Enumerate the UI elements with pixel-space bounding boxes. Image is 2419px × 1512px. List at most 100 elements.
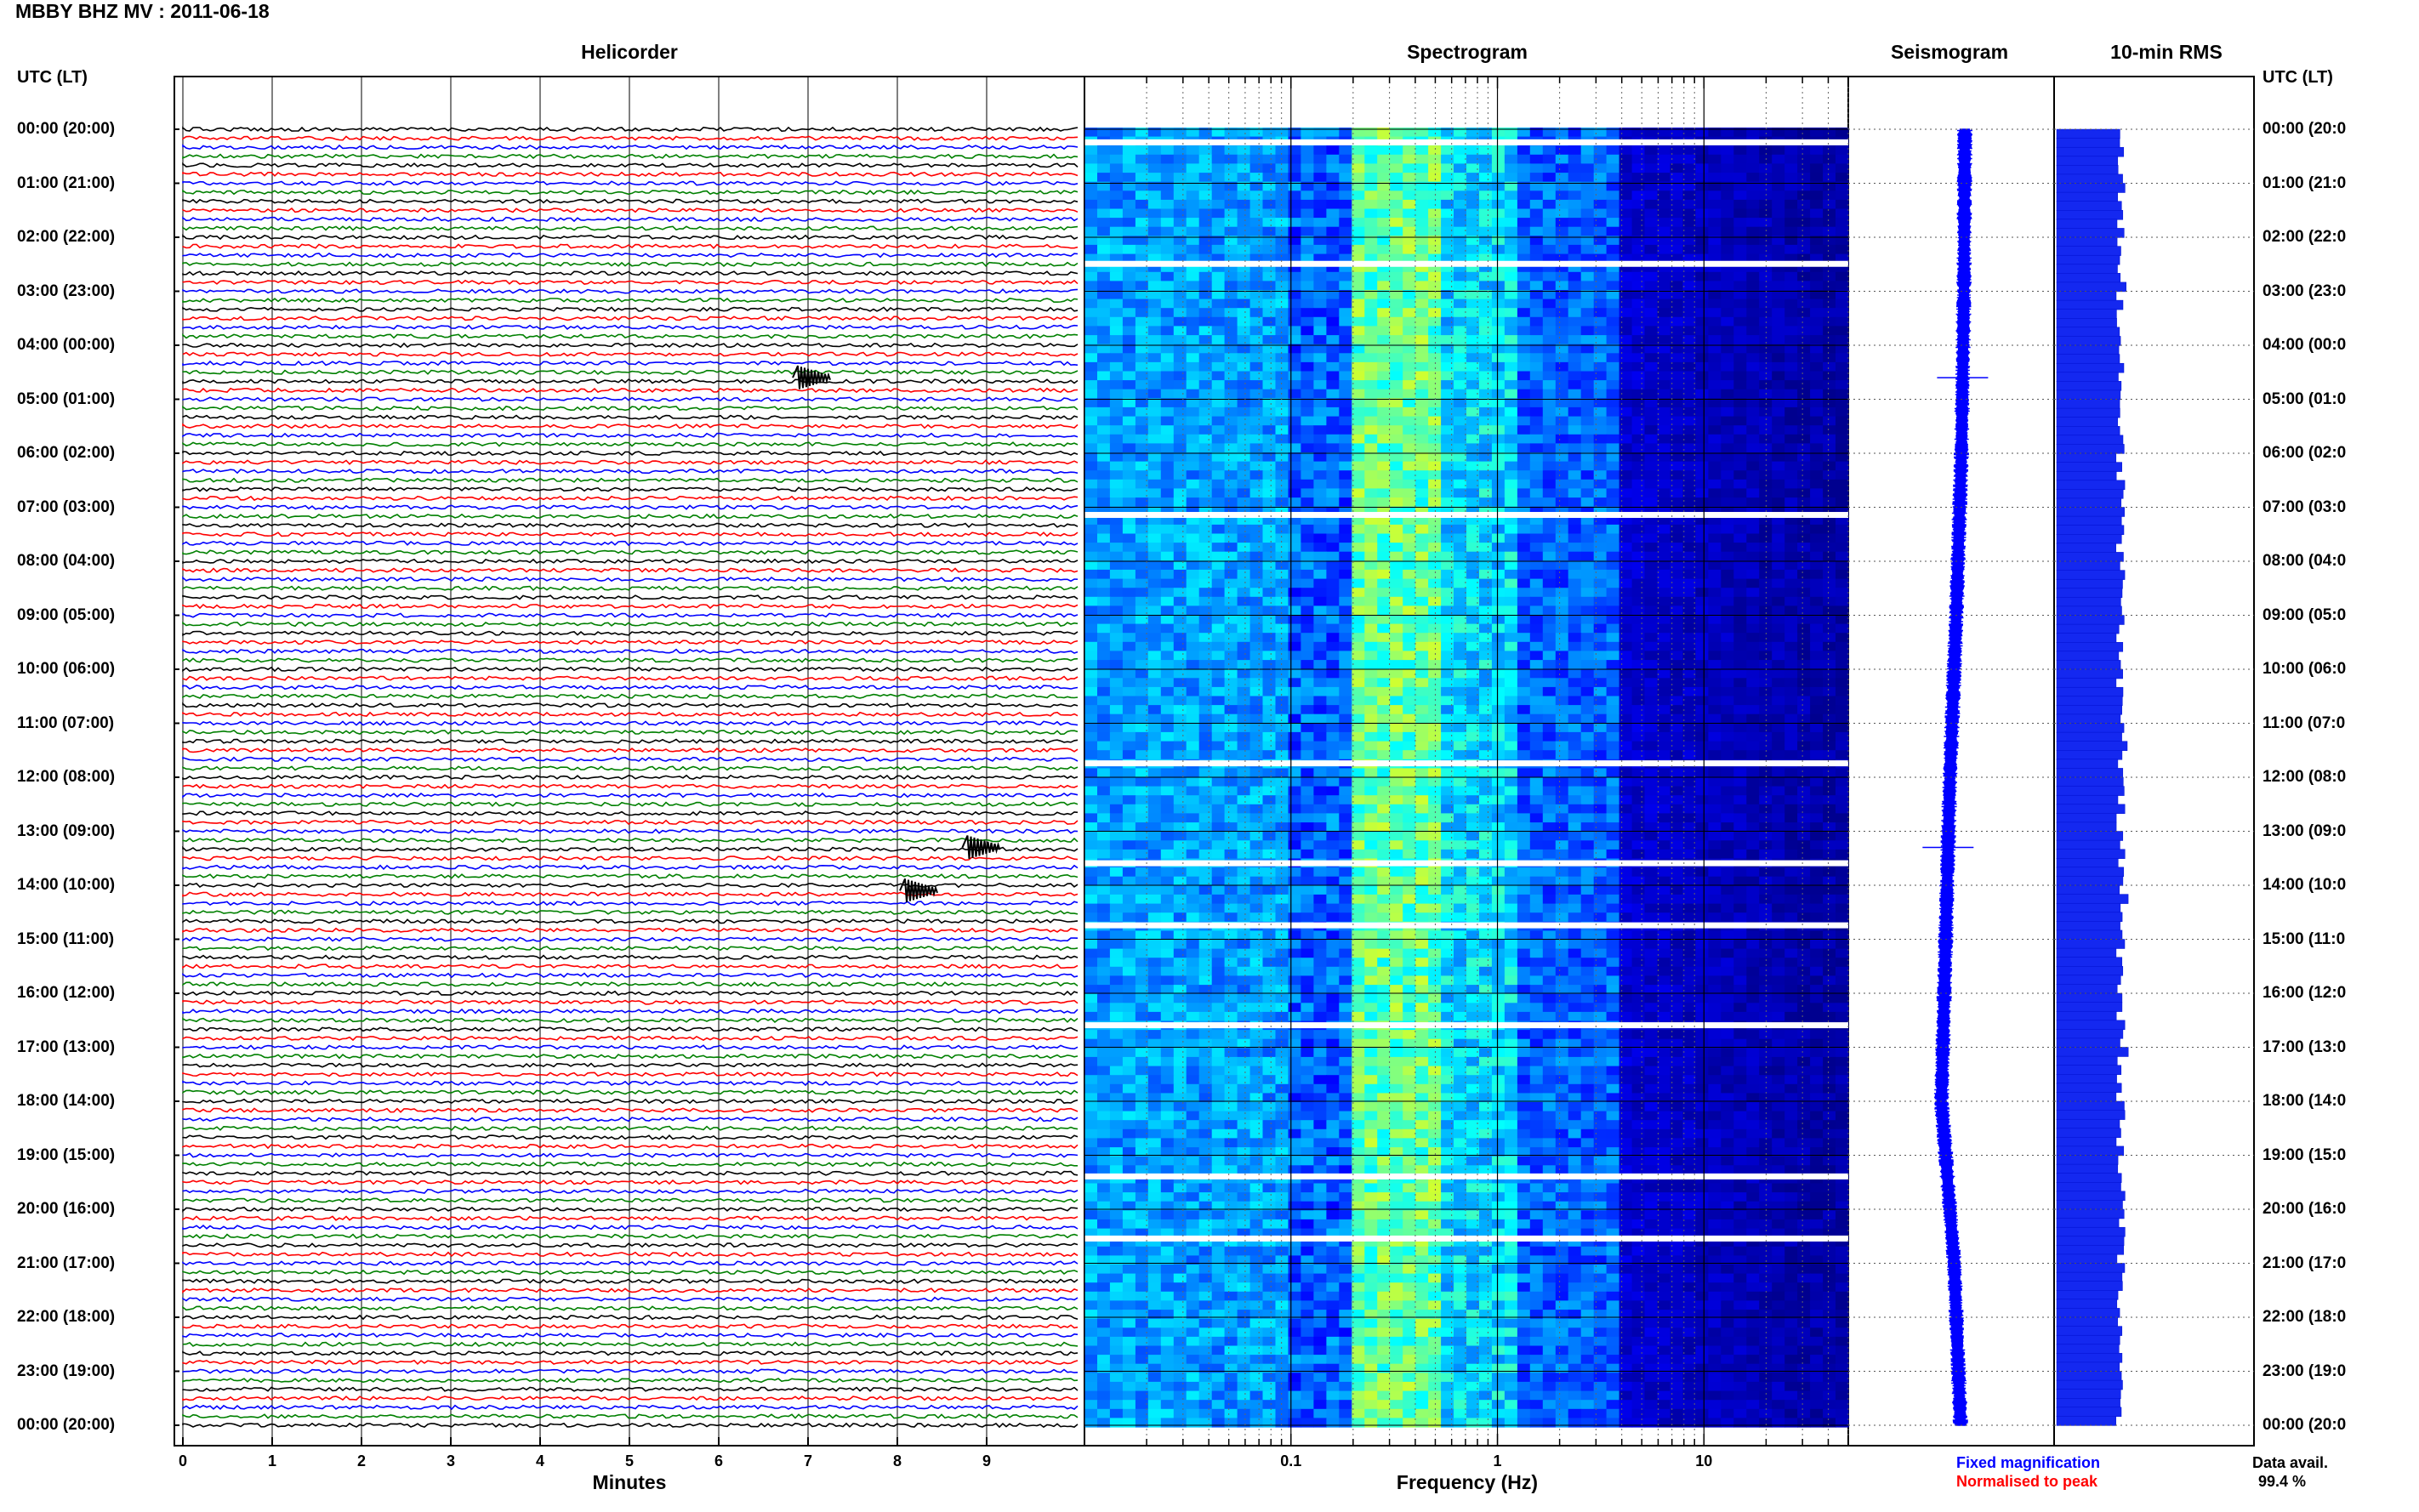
spectrogram-cell [1797,696,1811,706]
spectrogram-cell [1619,389,1633,399]
spectrogram-cell [1682,651,1696,661]
spectrogram-cell [1836,605,1849,616]
spectrogram-cell [1568,298,1582,309]
spectrogram-cell [1810,713,1824,724]
spectrogram-cell [1415,244,1429,255]
spectrogram-cell [1262,623,1277,634]
spectrogram-cell [1326,398,1340,408]
spectrogram-cell [1721,588,1734,598]
spectrogram-cell [1670,271,1684,281]
spectrogram-cell [1568,786,1582,796]
spectrogram-cell [1517,316,1531,327]
spectrogram-cell [1403,344,1416,354]
spectrogram-cell [1211,145,1226,156]
spectrogram-cell [1644,290,1659,300]
spectrogram-cell [1339,731,1352,742]
spectrogram-cell [1733,686,1747,697]
spectrogram-cell [1326,479,1340,489]
spectrogram-cell [1721,777,1734,787]
spectrogram-cell [1211,479,1226,489]
spectrogram-cell [1301,768,1314,778]
spectrogram-cell [1326,128,1340,138]
spectrogram-cell [1491,623,1505,634]
spectrogram-cell [1772,335,1785,345]
spectrogram-cell [1708,795,1722,805]
spectrogram-cell [1390,434,1403,444]
spectrogram-cell [1479,768,1493,778]
spectrogram-cell [1403,190,1416,201]
spectrogram-cell [1186,515,1200,526]
spectrogram-cell [1109,497,1124,508]
spectrogram-cell [1797,506,1811,516]
spectrogram-cell [1262,488,1277,498]
spectrogram-cell [1568,660,1582,670]
spectrogram-cell [1377,560,1391,571]
spectrogram-cell [1301,605,1314,616]
spectrogram-cell [1657,750,1671,760]
spectrogram-cell [1415,660,1429,670]
spectrogram-cell [1810,244,1824,255]
helicorder-trace [182,801,1079,807]
spectrogram-cell [1657,569,1671,580]
spectrogram-cell [1670,533,1684,543]
spectrogram-cell [1682,795,1696,805]
spectrogram-cell [1772,515,1785,526]
spectrogram-cell [1810,497,1824,508]
spectrogram-cell [1555,506,1569,516]
spectrogram-cell [1084,795,1098,805]
spectrogram-cell [1454,398,1467,408]
spectrogram-cell [1122,588,1136,598]
spectrogram-cell [1542,506,1557,516]
spectrogram-cell [1542,452,1557,463]
spectrogram-cell [1670,524,1684,535]
spectrogram-cell [1504,569,1518,580]
spectrogram-cell [1529,696,1544,706]
spectrogram-cell [1784,633,1798,643]
spectrogram-cell [1097,633,1111,643]
spectrogram-cell [1504,713,1518,724]
spectrogram-cell [1173,813,1187,823]
spectrogram-cell [1517,795,1531,805]
spectrogram-cell [1682,578,1696,588]
spectrogram-cell [1479,173,1493,183]
spectrogram-cell [1237,244,1251,255]
spectrogram-cell [1580,406,1595,418]
spectrogram-cell [1415,822,1429,833]
spectrogram-cell [1454,633,1467,643]
spectrogram-cell [1823,380,1836,390]
spectrogram-cell [1708,813,1722,823]
spectrogram-cell [1160,560,1175,571]
spectrogram-cell [1288,290,1302,300]
spectrogram-cell [1479,199,1493,210]
spectrogram-cell [1364,344,1378,354]
spectrogram-cell [1836,353,1849,363]
spectrogram-cell [1657,831,1671,841]
spectrogram-cell [1122,380,1136,390]
spectrogram-cell [1211,344,1226,354]
spectrogram-cell [1390,154,1403,164]
spectrogram-cell [1249,668,1264,679]
spectrogram-cell [1593,479,1608,489]
spectrogram-cell [1517,524,1531,535]
spectrogram-cell [1479,497,1493,508]
spectrogram-cell [1275,380,1289,390]
spectrogram-cell [1415,479,1429,489]
spectrogram-cell [1135,425,1149,435]
spectrogram-cell [1415,218,1429,228]
spectrogram-cell [1198,163,1213,173]
spectrogram-cell [1352,461,1365,471]
spectrogram-cell [1313,822,1327,833]
spectrogram-cell [1619,588,1633,598]
spectrogram-cell [1301,361,1314,372]
spectrogram-cell [1415,623,1429,634]
spectrogram-cell [1275,768,1289,778]
spectrogram-cell [1733,344,1747,354]
spectrogram-cell [1466,208,1480,219]
spectrogram-cell [1836,560,1849,571]
spectrogram-cell [1682,533,1696,543]
spectrogram-cell [1772,263,1785,273]
spectrogram-cell [1542,551,1557,561]
spectrogram-cell [1746,623,1760,634]
spectrogram-cell [1237,768,1251,778]
spectrogram-cell [1836,452,1849,463]
